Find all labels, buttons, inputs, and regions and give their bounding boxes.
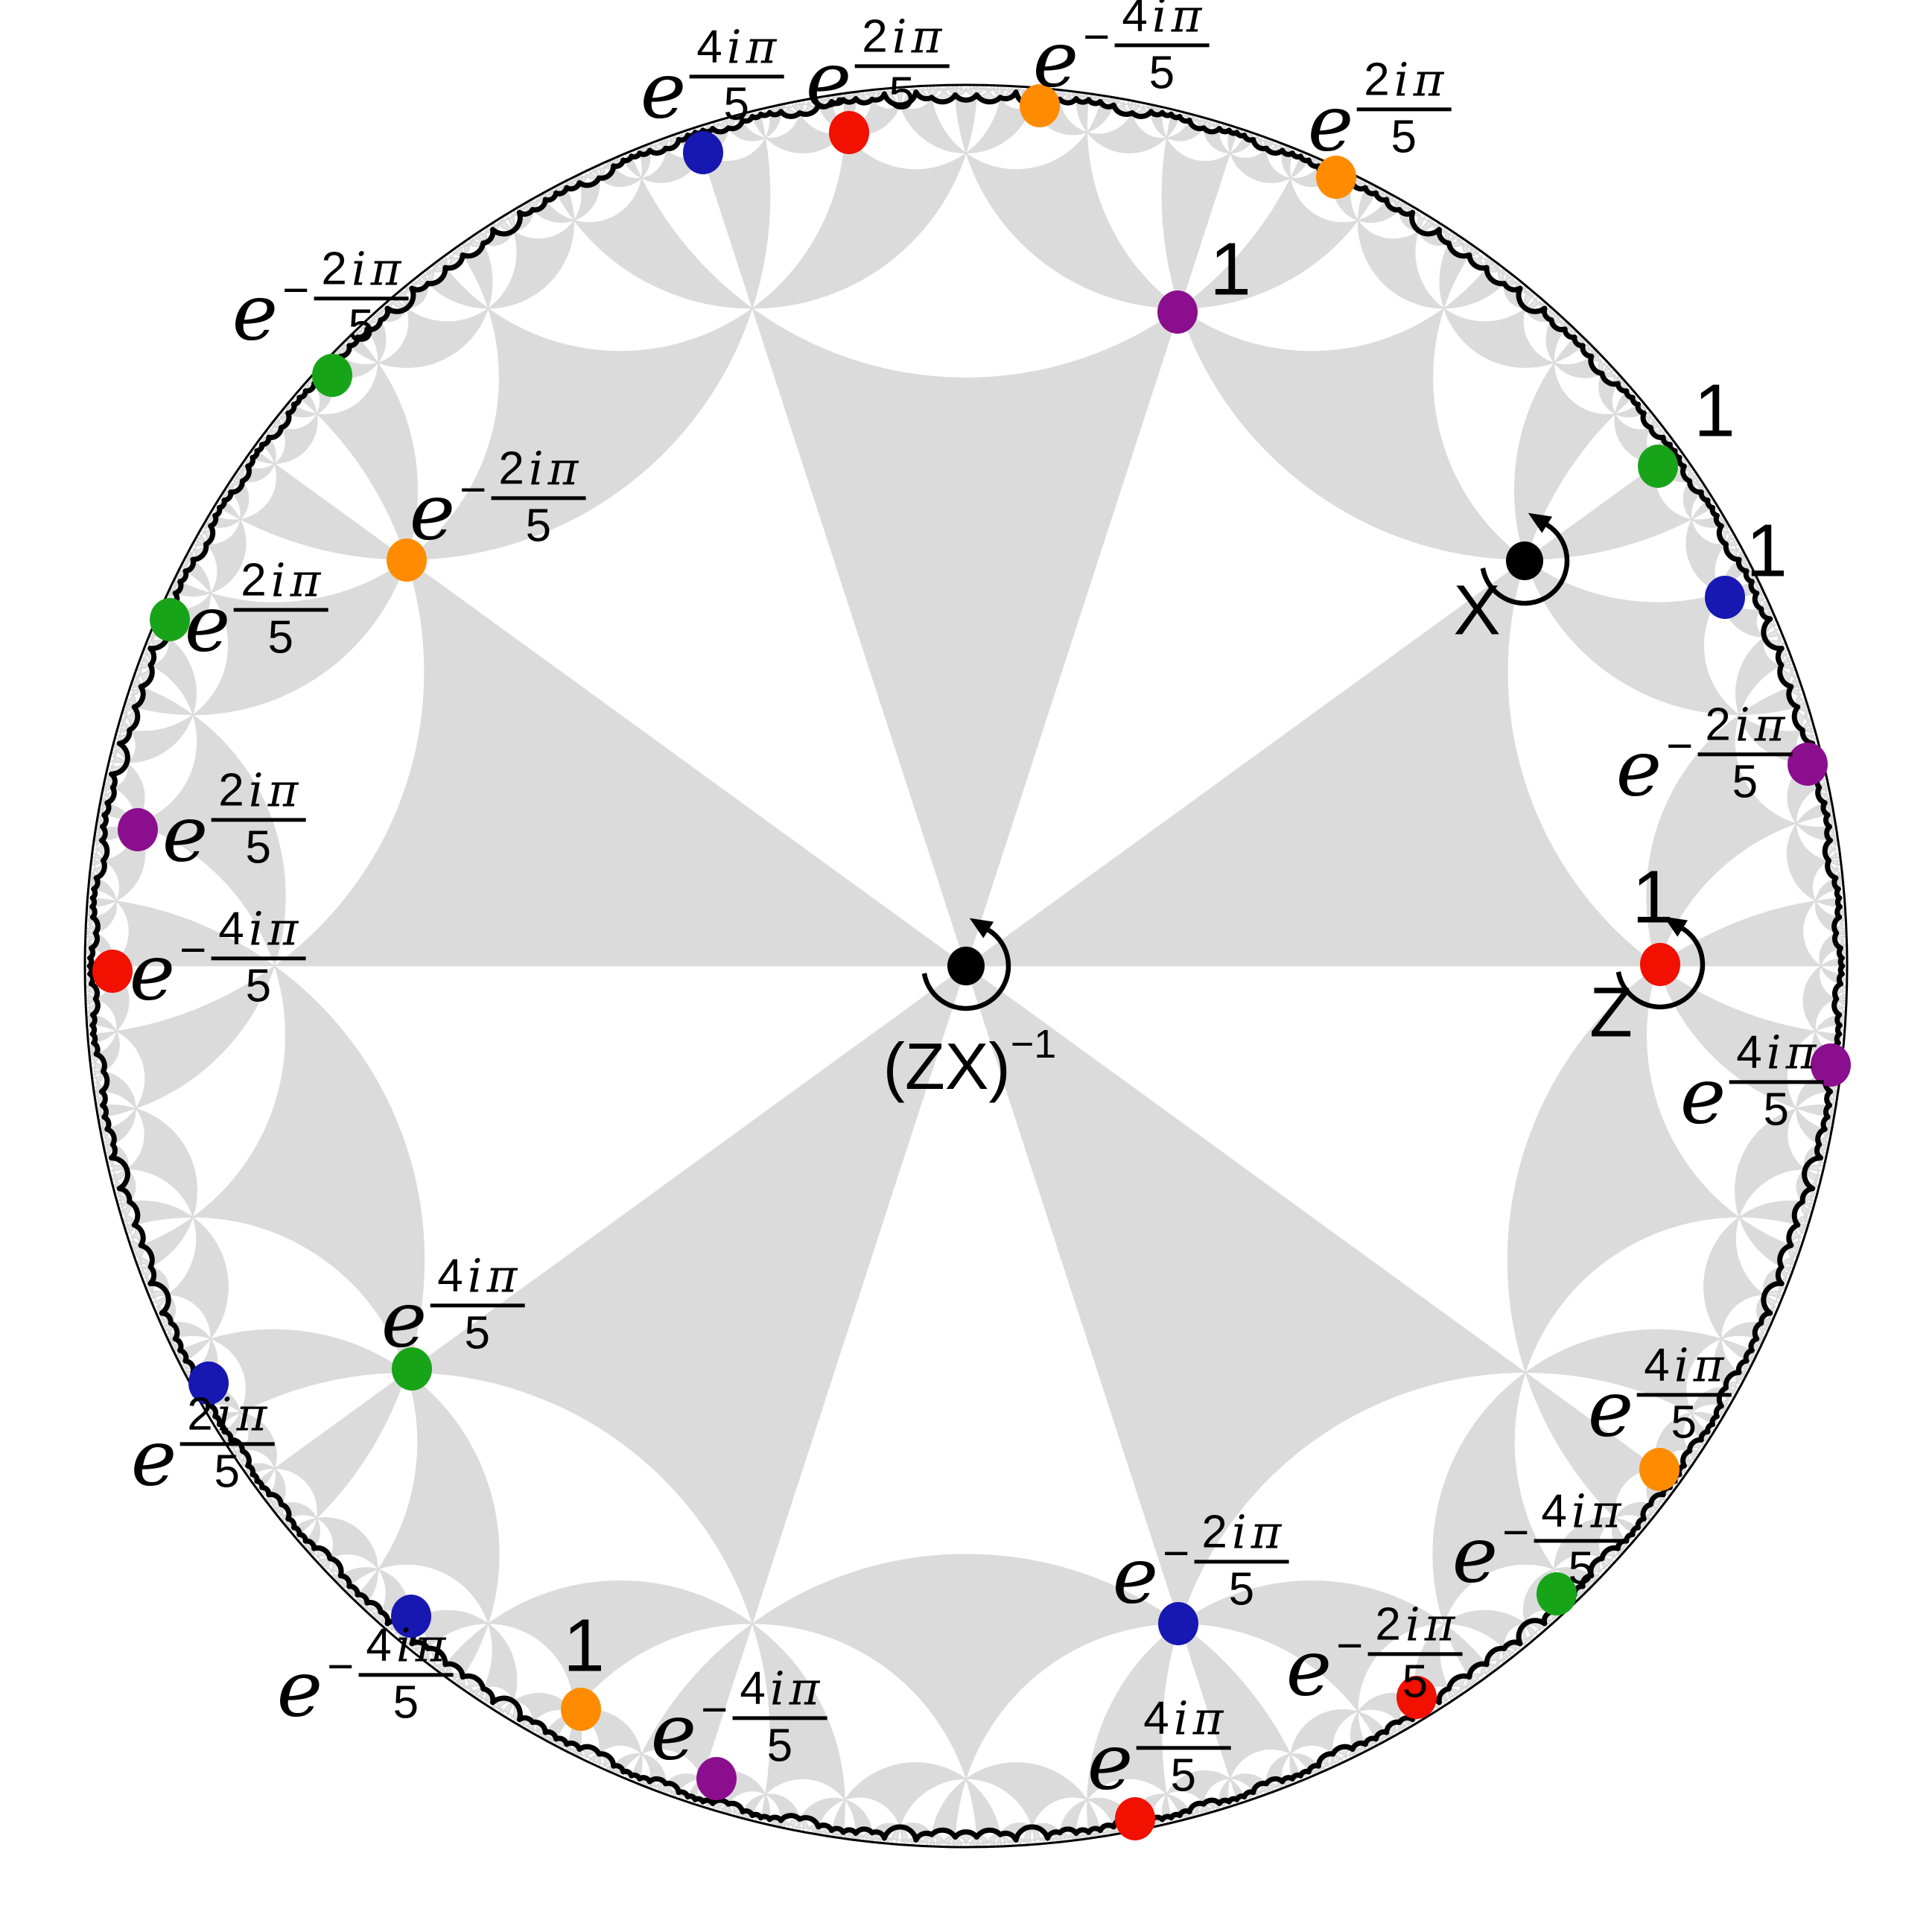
vertex-dot-red-16 <box>1396 1676 1437 1719</box>
vertex-dot-green-22 <box>150 598 190 641</box>
rotation-arrow-head <box>969 918 994 938</box>
vertex-dot-orange-9 <box>1316 156 1356 199</box>
vertex-dot-orange-8 <box>1020 84 1060 127</box>
vertex-dot-orange-3 <box>387 538 427 582</box>
vertex-dot-orange-14 <box>1639 1448 1680 1491</box>
vertex-dot-blue-6 <box>683 131 723 174</box>
rotation-arrow <box>921 928 1011 1011</box>
rotation-arrow-head <box>1528 512 1553 533</box>
vertex-dot-green-15 <box>1537 1572 1577 1615</box>
vertex-dot-purple-2 <box>1157 290 1198 334</box>
vertex-dot-red-17 <box>1115 1797 1155 1840</box>
vertex-dot-orange-19 <box>561 1688 601 1731</box>
vertex-dot-purple-23 <box>118 808 158 851</box>
vertex-dot-blue-11 <box>1705 576 1745 619</box>
vertex-dot-blue-20 <box>391 1595 431 1638</box>
vertex-dot-red-24 <box>92 950 133 993</box>
vertex-dot-blue-5 <box>1158 1602 1198 1645</box>
vertex-dot-green-4 <box>392 1347 432 1391</box>
vertex-dot-green-10 <box>1638 445 1678 488</box>
vertex-dot-red-7 <box>829 111 869 154</box>
vertex-dot-black-1 <box>1506 541 1543 580</box>
rotation-arrow <box>1615 927 1706 1010</box>
vertex-dot-red-0 <box>1640 943 1680 986</box>
disk-boundary-circle <box>83 83 1849 1849</box>
vertex-dot-green-25 <box>312 354 352 397</box>
vertex-dot-purple-18 <box>696 1757 737 1800</box>
vertex-dot-purple-12 <box>1788 743 1828 786</box>
rotation-arrow-head <box>1663 916 1688 937</box>
vertex-dot-purple-13 <box>1811 1043 1851 1087</box>
vertex-dot-blue-21 <box>188 1361 229 1405</box>
center-rotation-dot <box>947 947 985 985</box>
rotation-arrow <box>1480 523 1570 606</box>
